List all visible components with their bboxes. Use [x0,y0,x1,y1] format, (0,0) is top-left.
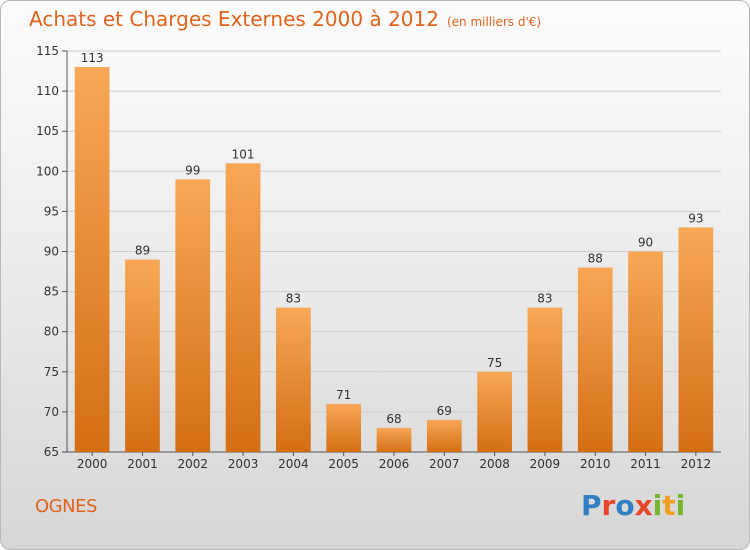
data-label-2004: 83 [286,292,301,306]
data-label-2003: 101 [232,147,255,161]
x-tick-label-2005: 2005 [328,457,359,471]
location-name: OGNES [35,496,97,517]
data-label-2011: 90 [638,236,653,250]
x-tick-label-2006: 2006 [379,457,410,471]
chart-title-text: Achats et Charges Externes 2000 à 2012 [29,7,439,31]
x-tick-label-2009: 2009 [530,457,561,471]
bar-2004 [276,307,311,452]
data-label-2012: 93 [688,211,703,225]
logo-letter: x [634,489,653,522]
proxiti-logo[interactable]: Proxiti [581,489,685,522]
x-tick-label-2004: 2004 [278,457,309,471]
bar-2012 [678,227,714,452]
x-tick-label-2000: 2000 [77,457,108,471]
y-tick-label: 90 [44,245,59,259]
bar-2002 [175,179,211,452]
data-label-2007: 69 [437,404,452,418]
logo-letter: o [615,489,635,522]
data-label-2002: 99 [185,163,200,177]
bar-2011 [628,251,663,452]
data-label-2008: 75 [487,356,502,370]
bar-2010 [577,267,613,452]
bar-2001 [125,259,160,452]
y-tick-label: 85 [44,285,59,299]
x-tick-label-2007: 2007 [429,457,460,471]
data-label-2005: 71 [336,388,351,402]
bar-2009 [527,307,563,452]
x-tick-label-2001: 2001 [127,457,158,471]
data-label-2009: 83 [537,292,552,306]
x-tick-label-2008: 2008 [479,457,510,471]
y-tick-label: 100 [36,164,59,178]
y-tick-label: 75 [44,365,59,379]
bar-2006 [376,427,412,452]
data-label-2006: 68 [386,412,401,426]
bar-2003 [225,163,261,452]
bar-2007 [426,419,462,452]
logo-letter: P [581,489,602,522]
chart-title: Achats et Charges Externes 2000 à 2012 (e… [29,7,541,31]
logo-letter: i [652,489,663,522]
logo-letter: i [675,489,686,522]
data-label-2010: 88 [588,252,603,266]
y-tick-label: 80 [44,325,59,339]
x-tick-label-2011: 2011 [630,457,661,471]
y-tick-label: 65 [44,445,59,459]
x-tick-label-2002: 2002 [177,457,208,471]
data-label-2001: 89 [135,244,150,258]
y-tick-label: 110 [36,84,59,98]
y-tick-label: 70 [44,405,59,419]
y-tick-label: 115 [36,44,59,58]
y-tick-label: 105 [36,124,59,138]
x-tick-label-2010: 2010 [580,457,611,471]
y-tick-label: 95 [44,204,59,218]
bar-2000 [74,67,110,452]
logo-letter: t [662,489,676,522]
chart-subtitle: (en milliers d'€) [446,15,542,29]
bar-2005 [326,403,362,452]
logo-letter: r [601,489,616,522]
data-label-2000: 113 [81,51,104,65]
x-tick-label-2003: 2003 [228,457,259,471]
bar-2008 [477,371,512,452]
x-tick-label-2012: 2012 [681,457,712,471]
